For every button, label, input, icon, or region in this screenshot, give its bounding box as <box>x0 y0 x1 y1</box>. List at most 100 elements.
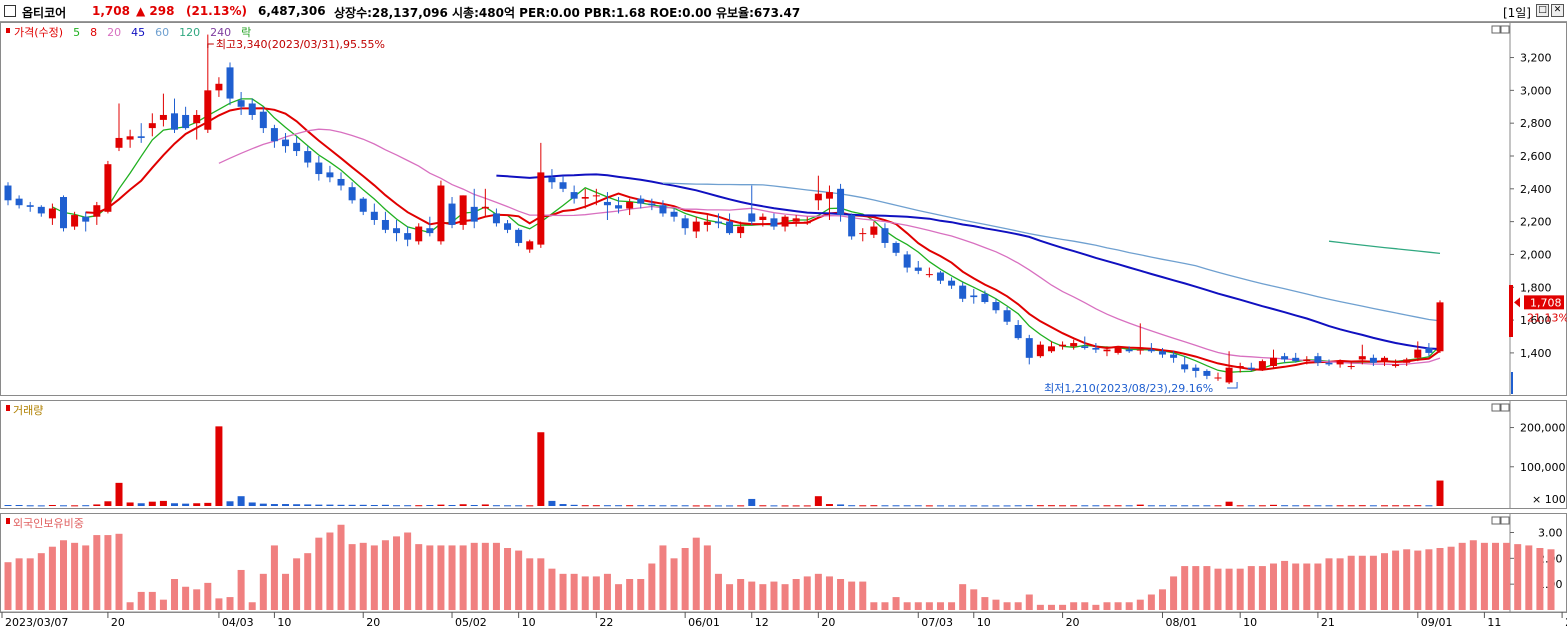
candle-body <box>304 151 312 163</box>
legend-item-1[interactable]: 5 <box>73 26 80 39</box>
volume-bar <box>1303 505 1311 507</box>
candle-body <box>1047 346 1055 352</box>
candle-body <box>1281 356 1289 360</box>
foreign-bar <box>748 581 756 610</box>
candle-body <box>803 221 811 224</box>
foreign-bar <box>548 568 556 610</box>
volume-bar <box>537 432 545 506</box>
volume-bar <box>692 505 700 507</box>
volume-bar <box>881 505 889 507</box>
foreign-legend-marker <box>6 518 10 524</box>
legend-item-0[interactable]: 가격(수정) <box>14 26 63 39</box>
volume-bar <box>15 505 23 507</box>
candle-body <box>215 83 223 91</box>
price-tick-label: 2,400 <box>1520 183 1552 196</box>
foreign-bar <box>393 536 401 610</box>
candle-body <box>1036 344 1044 357</box>
foreign-bar <box>1136 599 1144 610</box>
volume-bar <box>470 505 478 507</box>
foreign-bar <box>15 558 23 610</box>
foreign-bar <box>1225 568 1233 610</box>
volume-bar <box>504 505 512 507</box>
volume-bar <box>703 505 711 507</box>
volume-bar <box>4 505 12 507</box>
foreign-bar <box>559 573 567 610</box>
foreign-bar <box>1514 544 1522 610</box>
candle-body <box>925 274 933 276</box>
legend-item-6[interactable]: 120 <box>179 26 200 39</box>
candle-body <box>248 103 256 115</box>
foreign-bar <box>825 576 833 610</box>
candle-body <box>992 302 1000 311</box>
volume-bar <box>770 505 778 507</box>
foreign-bar <box>1092 604 1100 610</box>
legend-item-8[interactable]: 락 <box>241 26 251 39</box>
price-tick-label: 1,800 <box>1520 281 1552 294</box>
foreign-bar <box>770 581 778 610</box>
candle-body <box>381 219 389 230</box>
foreign-bar <box>1214 568 1222 610</box>
candle-body <box>559 182 567 189</box>
candle-body <box>870 226 878 235</box>
foreign-bar <box>348 544 356 610</box>
volume-bar <box>159 500 167 506</box>
period-selector[interactable]: [1일] <box>1502 6 1531 20</box>
volume-bar <box>1425 505 1433 507</box>
volume-bar <box>426 505 434 507</box>
candle-body <box>1103 349 1111 352</box>
foreign-bar <box>659 545 667 610</box>
foreign-bar <box>504 548 512 610</box>
foreign-bar <box>903 602 911 610</box>
candle-body <box>104 164 112 212</box>
volume-bar <box>415 505 423 507</box>
foreign-bar <box>1347 555 1355 610</box>
volume-bar <box>1181 505 1189 507</box>
foreign-bar <box>93 535 101 610</box>
x-tick-label: 20 <box>111 616 125 629</box>
volume-bar <box>870 505 878 507</box>
candle-body <box>681 218 689 229</box>
volume-bar <box>981 505 989 507</box>
candle-body <box>981 293 989 303</box>
foreign-bar <box>481 542 489 610</box>
volume-bar <box>970 505 978 507</box>
foreign-bar <box>237 569 245 610</box>
foreign-bar <box>859 581 867 610</box>
candle-body <box>637 198 645 204</box>
foreign-bar <box>1336 558 1344 610</box>
foreign-bar <box>326 532 334 610</box>
foreign-bar <box>714 573 722 610</box>
legend-item-5[interactable]: 60 <box>155 26 169 39</box>
foreign-bar <box>359 542 367 610</box>
candle-body <box>1369 357 1377 363</box>
candle-body <box>337 178 345 186</box>
candle-body <box>1092 347 1100 350</box>
stock-chart[interactable]: 1,400 1,600 1,800 2,000 2,200 2,400 2,600 2,800… <box>0 22 1567 630</box>
x-tick-label: 06/01 <box>688 616 720 629</box>
foreign-bar <box>1103 602 1111 610</box>
volume-bar <box>726 505 734 507</box>
foreign-bar <box>1525 545 1533 610</box>
select-checkbox[interactable] <box>4 5 16 17</box>
candle-body <box>626 201 634 209</box>
maximize-icon[interactable]: □ <box>1536 4 1549 17</box>
candle-body <box>1414 349 1422 358</box>
foreign-bar <box>4 562 12 610</box>
candle-body <box>1258 361 1266 370</box>
candle-body <box>282 139 290 147</box>
legend-item-2[interactable]: 8 <box>90 26 97 39</box>
volume-bar <box>381 504 389 506</box>
foreign-bar <box>60 540 68 610</box>
candle-body <box>537 172 545 245</box>
legend-item-3[interactable]: 20 <box>107 26 121 39</box>
foreign-bar <box>282 573 290 610</box>
candle-body <box>404 233 412 240</box>
candle-body <box>814 193 822 201</box>
candle-body <box>1136 349 1144 351</box>
legend-item-7[interactable]: 240 <box>210 26 231 39</box>
volume-bar <box>936 505 944 507</box>
price-tick-label: 3,000 <box>1520 84 1552 97</box>
foreign-bar <box>193 589 201 610</box>
legend-item-4[interactable]: 45 <box>131 26 145 39</box>
close-icon[interactable]: ✕ <box>1551 4 1564 17</box>
